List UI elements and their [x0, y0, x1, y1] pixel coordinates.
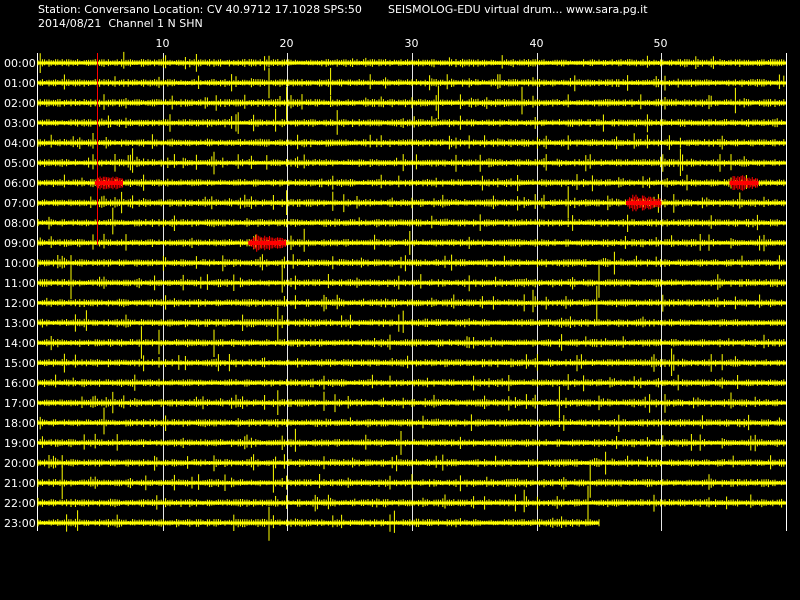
trace-noise	[37, 148, 785, 176]
trace-noise	[37, 428, 785, 455]
trace-noise	[37, 228, 785, 255]
event-waveform	[729, 175, 758, 191]
trace-noise	[37, 386, 785, 419]
trace-noise	[37, 207, 785, 235]
app-title: SEISMOLOG-EDU virtual drum... www.sara.p…	[388, 3, 648, 16]
trace-noise	[37, 85, 785, 121]
row-label: 14:00	[4, 337, 36, 350]
trace-noise	[37, 285, 785, 322]
trace-noise	[37, 465, 785, 500]
trace-noise	[37, 306, 785, 341]
row-label: 19:00	[4, 437, 36, 450]
x-tick-label: 10	[156, 37, 170, 50]
trace-noise	[37, 348, 785, 376]
row-label: 12:00	[4, 297, 36, 310]
row-label: 23:00	[4, 517, 36, 530]
row-label: 05:00	[4, 157, 36, 170]
row-label: 20:00	[4, 457, 36, 470]
date-channel-info: 2014/08/21 Channel 1 N SHN	[38, 17, 203, 30]
row-label: 18:00	[4, 417, 36, 430]
row-label: 17:00	[4, 397, 36, 410]
row-label: 02:00	[4, 97, 36, 110]
row-label: 04:00	[4, 137, 36, 150]
row-label: 13:00	[4, 317, 36, 330]
event-waveform	[94, 176, 123, 190]
row-label: 07:00	[4, 197, 36, 210]
event-segment	[95, 181, 123, 185]
trace-noise	[37, 407, 785, 435]
event-waveform	[248, 234, 286, 252]
row-label: 11:00	[4, 277, 36, 290]
event-waveform	[625, 194, 661, 212]
trace-noise	[37, 108, 785, 135]
trace-noise	[37, 251, 785, 275]
station-info: Station: Conversano Location: CV 40.9712…	[38, 3, 362, 16]
row-label: 10:00	[4, 257, 36, 270]
trace-noise	[37, 265, 785, 300]
x-tick-label: 40	[530, 37, 544, 50]
trace-noise	[37, 451, 785, 475]
trace-noise	[37, 485, 785, 522]
trace-noise	[37, 67, 785, 99]
row-label: 01:00	[4, 77, 36, 90]
row-label: 00:00	[4, 57, 36, 70]
row-label: 06:00	[4, 177, 36, 190]
x-tick-label: 20	[280, 37, 294, 50]
row-label: 09:00	[4, 237, 36, 250]
row-label: 03:00	[4, 117, 36, 130]
trace-noise	[37, 374, 785, 392]
x-tick-label: 30	[405, 37, 419, 50]
trace-noise	[37, 51, 785, 73]
x-tick-label: 50	[654, 37, 668, 50]
trace-noise	[37, 326, 785, 359]
row-label: 22:00	[4, 497, 36, 510]
trace-noise	[37, 133, 785, 150]
event-segment	[248, 241, 287, 245]
trace-noise	[37, 506, 600, 541]
row-label: 16:00	[4, 377, 36, 390]
row-label: 21:00	[4, 477, 36, 490]
trace-noise	[37, 186, 785, 219]
row-label: 08:00	[4, 217, 36, 230]
row-label: 15:00	[4, 357, 36, 370]
